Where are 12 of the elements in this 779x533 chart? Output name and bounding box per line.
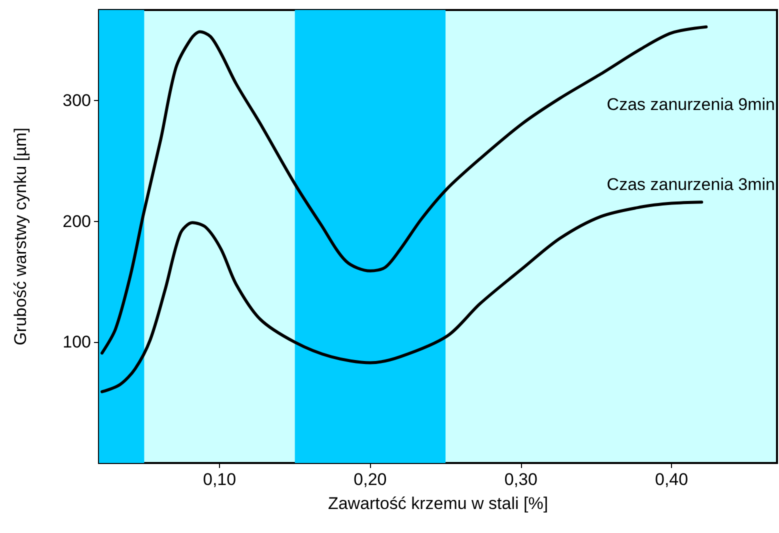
x-tick-label: 0,40 bbox=[654, 470, 688, 489]
series-label: Czas zanurzenia 9min bbox=[606, 94, 776, 114]
y-tick-label: 300 bbox=[62, 91, 91, 110]
x-tick-label: 0,10 bbox=[202, 470, 236, 489]
line-series bbox=[100, 200, 704, 394]
series-label: Czas zanurzenia 3min bbox=[606, 175, 776, 194]
y-tick-label: 100 bbox=[62, 332, 91, 352]
x-axis-title: Zawartość krzemu w stali [%] bbox=[328, 494, 548, 513]
x-tick-label: 0,20 bbox=[354, 470, 387, 489]
x-tick-label: 0,30 bbox=[504, 470, 538, 489]
y-tick-label: 200 bbox=[62, 212, 91, 231]
y-axis-title: Grubość warstwy cynku [µm] bbox=[11, 128, 30, 346]
